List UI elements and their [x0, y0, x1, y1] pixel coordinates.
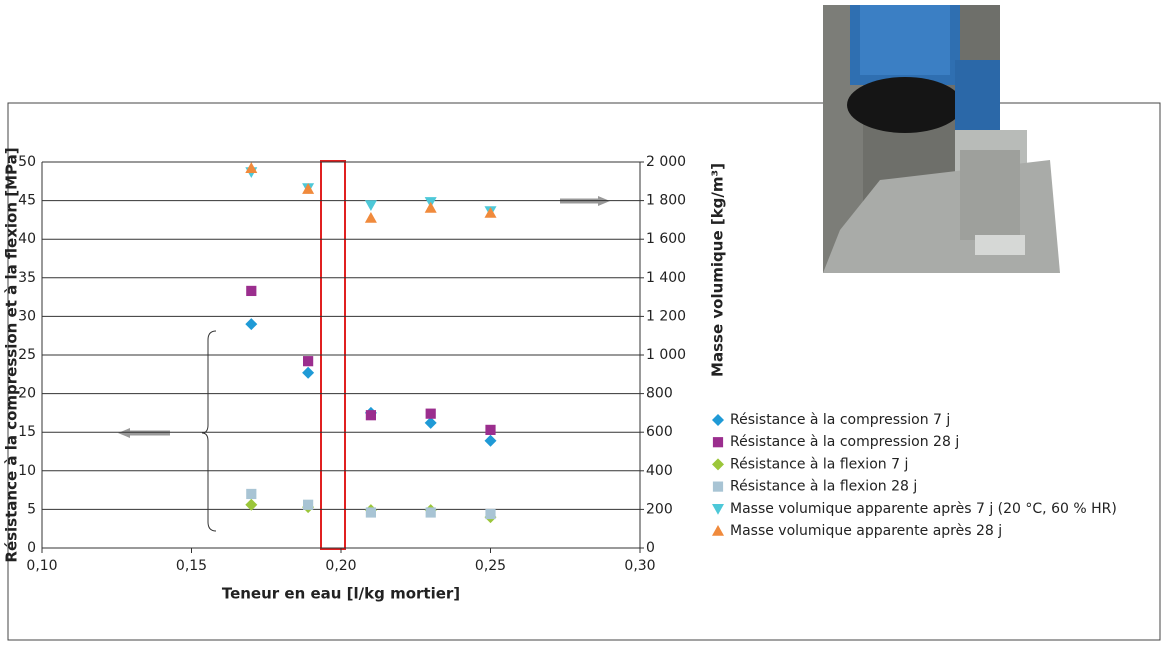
y2-tick-label: 200 [646, 501, 673, 517]
y-tick-label: 25 [18, 347, 36, 363]
legend-marker [713, 437, 723, 447]
point [426, 507, 436, 517]
y2-tick-label: 600 [646, 424, 673, 440]
legend-marker [712, 504, 724, 515]
y-tick-label: 20 [18, 386, 36, 402]
legend-marker [712, 414, 724, 426]
point [425, 202, 437, 213]
y-tick-label: 50 [18, 154, 36, 170]
point [485, 425, 495, 435]
legend-marker [712, 525, 724, 536]
y-tick-label: 40 [18, 231, 36, 247]
y2-tick-label: 1 800 [646, 193, 686, 209]
y2-tick-label: 0 [646, 540, 655, 556]
y2-tick-label: 400 [646, 463, 673, 479]
y2-tick-label: 800 [646, 386, 673, 402]
x-tick-label: 0,30 [624, 558, 655, 574]
y2-tick-label: 1 000 [646, 347, 686, 363]
arrow-left-head [118, 428, 130, 438]
y-tick-label: 30 [18, 308, 36, 324]
point [302, 367, 314, 379]
point [426, 409, 436, 419]
point [246, 489, 256, 499]
legend-label: Masse volumique apparente après 28 j [730, 523, 1002, 539]
point [245, 318, 257, 330]
legend-label: Résistance à la compression 7 j [730, 412, 950, 428]
legend-label: Résistance à la compression 28 j [730, 434, 959, 450]
legend-label: Résistance à la flexion 7 j [730, 456, 908, 472]
y2-tick-label: 1 200 [646, 308, 686, 324]
chart: Teneur en eau [l/kg mortier] Résistance … [0, 0, 1169, 643]
point [303, 500, 313, 510]
photo [823, 5, 1060, 273]
y-tick-label: 15 [18, 424, 36, 440]
y2-axis-label: Masse volumique [kg/m³] [709, 163, 727, 377]
x-tick-label: 0,15 [176, 558, 207, 574]
y-tick-label: 5 [27, 501, 36, 517]
y2-tick-label: 2 000 [646, 154, 686, 170]
point [366, 410, 376, 420]
y2-tick-label: 1 600 [646, 231, 686, 247]
legend-marker [712, 458, 724, 470]
x-tick-label: 0,10 [26, 558, 57, 574]
y-tick-label: 35 [18, 270, 36, 286]
point [366, 507, 376, 517]
y-tick-label: 45 [18, 193, 36, 209]
legend-marker [713, 482, 723, 492]
y-tick-label: 0 [27, 540, 36, 556]
x-tick-label: 0,20 [325, 558, 356, 574]
point [303, 356, 313, 366]
point [485, 509, 495, 519]
y-tick-label: 10 [18, 463, 36, 479]
point [365, 212, 377, 223]
point [246, 286, 256, 296]
brace [202, 331, 216, 531]
legend-label: Résistance à la flexion 28 j [730, 479, 917, 495]
y2-tick-label: 1 400 [646, 270, 686, 286]
point [365, 200, 377, 211]
point [485, 435, 497, 447]
legend-label: Masse volumique apparente après 7 j (20 … [730, 501, 1117, 517]
x-tick-label: 0,25 [475, 558, 506, 574]
x-axis-label: Teneur en eau [l/kg mortier] [222, 585, 460, 603]
